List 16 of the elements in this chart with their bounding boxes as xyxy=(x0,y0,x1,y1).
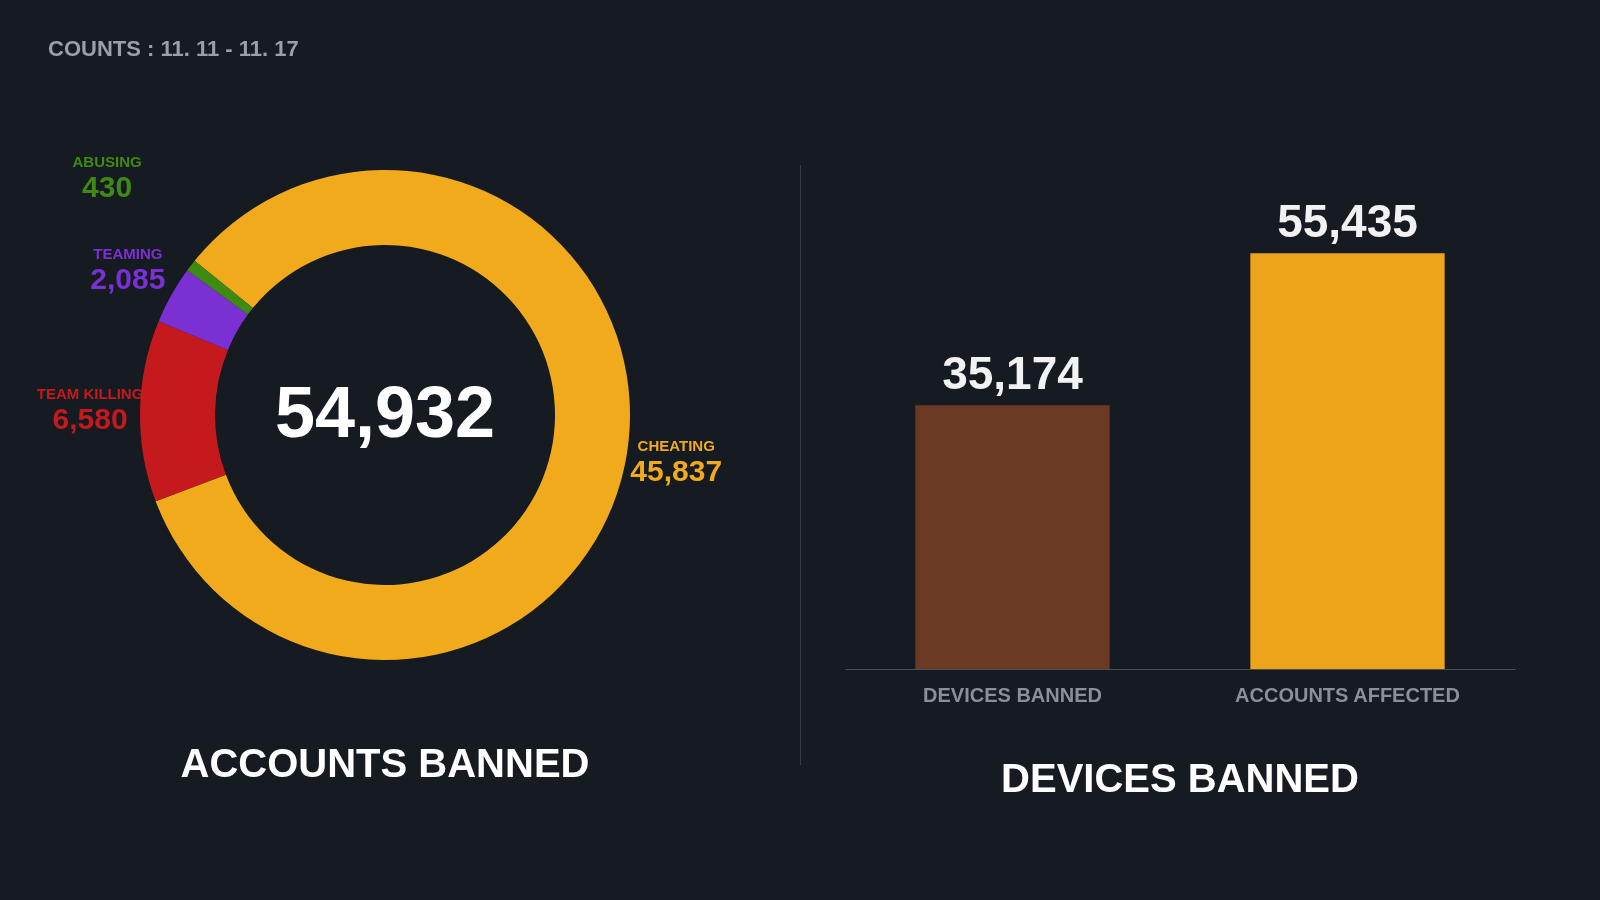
slice-label: TEAMING xyxy=(93,245,163,263)
text: COUNTS : 11. 11 - 11. 17 xyxy=(48,36,299,62)
data-label: 6,580 xyxy=(52,402,128,436)
slice-label: ABUSING xyxy=(72,153,142,171)
data-label: 2,085 xyxy=(90,262,166,296)
text: 54,932 xyxy=(274,372,496,452)
data-label: 430 xyxy=(82,170,133,204)
text: DEVICES BANNED xyxy=(1001,756,1359,800)
data-label: 35,174 xyxy=(942,347,1084,400)
donut-slice xyxy=(187,260,253,315)
donut-slice xyxy=(140,321,228,502)
slice-label: CHEATING xyxy=(637,437,715,455)
data-label: 45,837 xyxy=(630,454,723,488)
text: ACCOUNTS BANNED xyxy=(180,741,590,785)
data-label: 55,435 xyxy=(1277,195,1418,248)
x-tick-label: ACCOUNTS AFFECTED xyxy=(1235,683,1460,706)
